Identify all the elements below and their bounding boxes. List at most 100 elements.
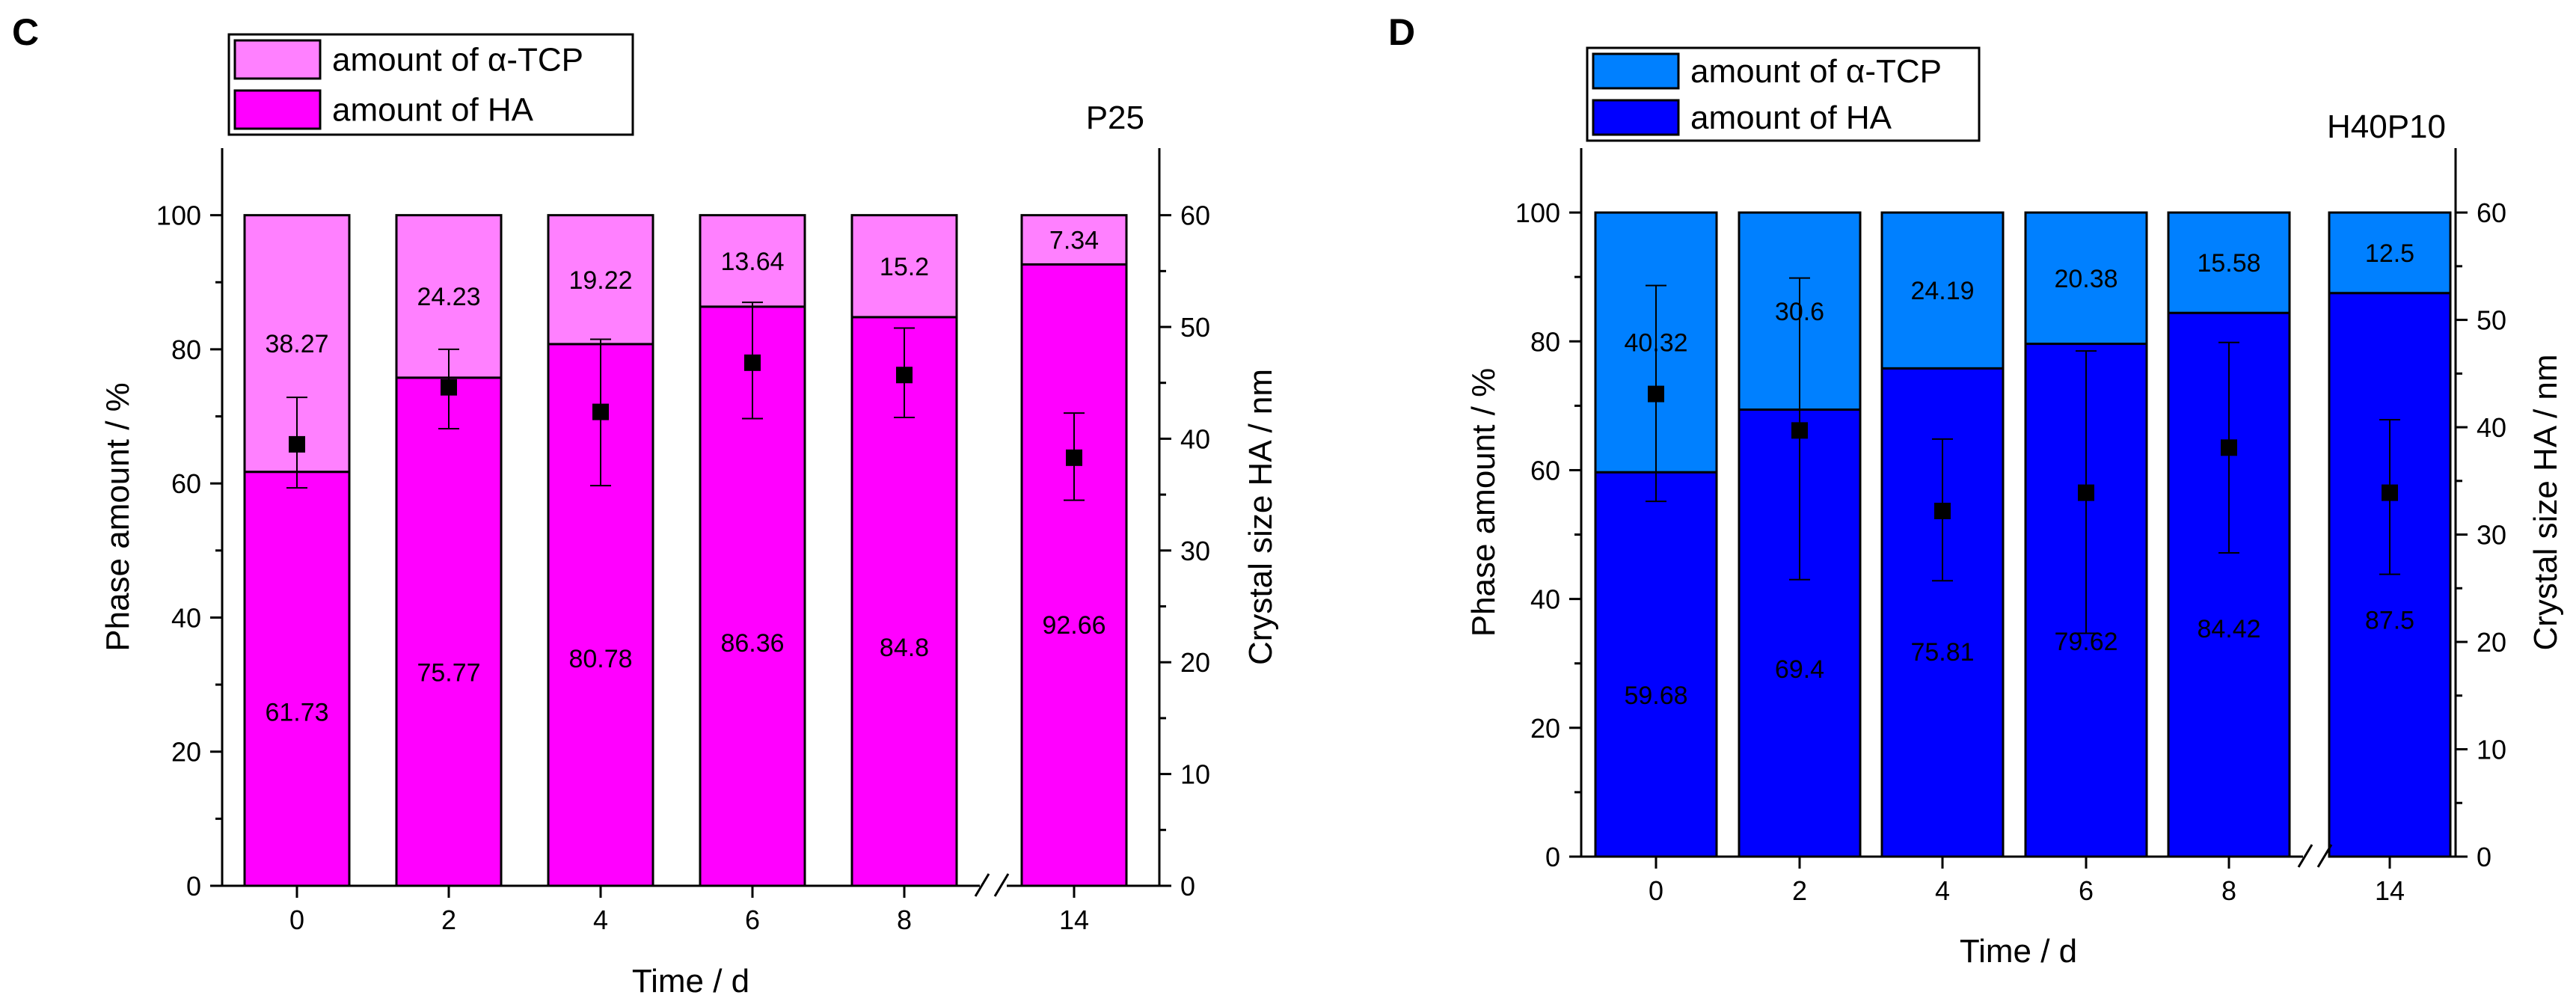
data-label-ha: 69.4 xyxy=(1775,655,1824,684)
legend-label-ha: amount of HA xyxy=(332,92,534,129)
data-label-ha: 59.68 xyxy=(1624,682,1687,710)
data-label-tcp: 7.34 xyxy=(1049,227,1099,255)
data-label-ha: 80.78 xyxy=(568,645,632,673)
crystal-size-marker xyxy=(441,379,457,396)
chart-panel-c: C P25 amount of α-TCP amount of HA 61.73 38.2… xyxy=(12,11,1279,1000)
y-tick-label: 20 xyxy=(1530,713,1560,744)
legend-swatch-ha xyxy=(233,89,322,130)
x-tick-label: 14 xyxy=(2375,875,2405,906)
data-label-tcp: 24.19 xyxy=(1910,277,1974,305)
y2-tick-label: 20 xyxy=(1180,647,1210,678)
x-tick-label: 0 xyxy=(1649,875,1663,906)
x-axis-title: Time / d xyxy=(632,963,749,1000)
data-label-tcp: 12.5 xyxy=(2365,239,2414,268)
y-tick-label: 80 xyxy=(171,334,201,365)
bar-tcp xyxy=(2328,211,2452,295)
crystal-size-marker xyxy=(2221,439,2237,456)
crystal-size-marker xyxy=(2382,484,2398,501)
x-axis-title: Time / d xyxy=(1960,933,2077,970)
bar-ha xyxy=(1594,471,1718,858)
y2-tick-label: 60 xyxy=(2477,198,2506,228)
panel-letter: D xyxy=(1388,11,1415,53)
bar-tcp xyxy=(395,214,503,379)
data-label-ha: 84.42 xyxy=(2197,615,2260,643)
y-tick-label: 60 xyxy=(1530,455,1560,486)
bar-tcp xyxy=(850,214,958,319)
data-label-tcp: 24.23 xyxy=(417,283,480,311)
x-tick-label: 2 xyxy=(441,904,456,935)
legend-label-ha: amount of HA xyxy=(1690,100,1892,136)
legend: amount of α-TCP amount of HA xyxy=(1586,46,1981,142)
panel-letter: C xyxy=(12,11,39,53)
bar-ha xyxy=(395,376,503,887)
x-tick-label: 0 xyxy=(289,904,304,935)
data-label-ha: 84.8 xyxy=(880,634,929,662)
y-axis-title: Phase amount / % xyxy=(99,382,136,652)
x-tick-label: 8 xyxy=(2221,875,2236,906)
x-tick-label: 6 xyxy=(2079,875,2094,906)
x-tick-label: 4 xyxy=(593,904,608,935)
bar-ha xyxy=(1020,263,1128,887)
crystal-size-marker xyxy=(592,403,609,420)
data-label-tcp: 20.38 xyxy=(2054,265,2117,293)
data-label-tcp: 13.64 xyxy=(720,248,784,276)
y2-axis-title: Crystal size HA / nm xyxy=(1242,369,1279,665)
y2-tick-label: 0 xyxy=(2477,842,2491,872)
crystal-size-marker xyxy=(896,367,913,384)
x-tick-label: 8 xyxy=(897,904,912,935)
y-tick-label: 80 xyxy=(1530,326,1560,357)
y2-axis-title: Crystal size HA / nm xyxy=(2527,354,2564,650)
crystal-size-marker xyxy=(1648,385,1664,402)
y-axis-title: Phase amount / % xyxy=(1465,368,1502,637)
x-tick-label: 2 xyxy=(1792,875,1807,906)
crystal-size-marker xyxy=(744,354,761,371)
y2-tick-label: 10 xyxy=(2477,735,2506,765)
y-tick-label: 40 xyxy=(171,602,201,633)
y2-tick-label: 50 xyxy=(2477,305,2506,336)
data-label-ha: 61.73 xyxy=(265,699,328,727)
x-tick-label: 6 xyxy=(745,904,760,935)
axis-break-mark xyxy=(2297,844,2313,868)
bar-tcp xyxy=(2024,211,2148,346)
y-tick-label: 100 xyxy=(156,201,201,231)
bar-ha xyxy=(243,471,351,887)
legend-swatch-tcp xyxy=(233,39,322,80)
y2-tick-label: 60 xyxy=(1180,201,1210,231)
bar-tcp xyxy=(1880,211,2005,370)
sample-label: P25 xyxy=(1086,100,1144,136)
y-tick-label: 20 xyxy=(171,737,201,768)
sample-label: H40P10 xyxy=(2327,108,2446,145)
crystal-size-marker xyxy=(1934,502,1951,519)
x-tick-label: 14 xyxy=(1059,904,1089,935)
crystal-size-marker xyxy=(2078,484,2094,501)
y-tick-label: 0 xyxy=(1545,842,1560,872)
y2-tick-label: 0 xyxy=(1180,871,1195,902)
data-label-ha: 86.36 xyxy=(720,629,784,658)
axis-break-mark xyxy=(993,873,1010,897)
legend-label-tcp: amount of α-TCP xyxy=(332,42,583,79)
data-label-ha: 75.77 xyxy=(417,659,480,688)
data-label-tcp: 19.22 xyxy=(568,266,632,295)
data-label-ha: 87.5 xyxy=(2365,607,2414,635)
legend: amount of α-TCP amount of HA xyxy=(227,33,634,136)
data-label-ha: 92.66 xyxy=(1042,611,1105,640)
y2-tick-label: 50 xyxy=(1180,312,1210,343)
y-tick-label: 40 xyxy=(1530,584,1560,615)
legend-swatch-tcp xyxy=(1592,52,1680,90)
y2-tick-label: 30 xyxy=(1180,536,1210,566)
data-label-tcp: 15.2 xyxy=(880,253,929,281)
crystal-size-marker xyxy=(289,435,305,453)
axis-break-mark xyxy=(974,873,990,897)
legend-label-tcp: amount of α-TCP xyxy=(1690,53,1942,90)
bar-tcp xyxy=(1020,214,1128,266)
y-tick-label: 0 xyxy=(186,871,201,902)
data-label-tcp: 38.27 xyxy=(265,330,328,358)
y-tick-label: 100 xyxy=(1515,198,1560,228)
bar-tcp xyxy=(2167,211,2291,314)
x-tick-label: 4 xyxy=(1935,875,1950,906)
data-label-tcp: 15.58 xyxy=(2197,249,2260,278)
y2-tick-label: 20 xyxy=(2477,627,2506,658)
y2-tick-label: 40 xyxy=(2477,412,2506,443)
y2-tick-label: 30 xyxy=(2477,520,2506,551)
